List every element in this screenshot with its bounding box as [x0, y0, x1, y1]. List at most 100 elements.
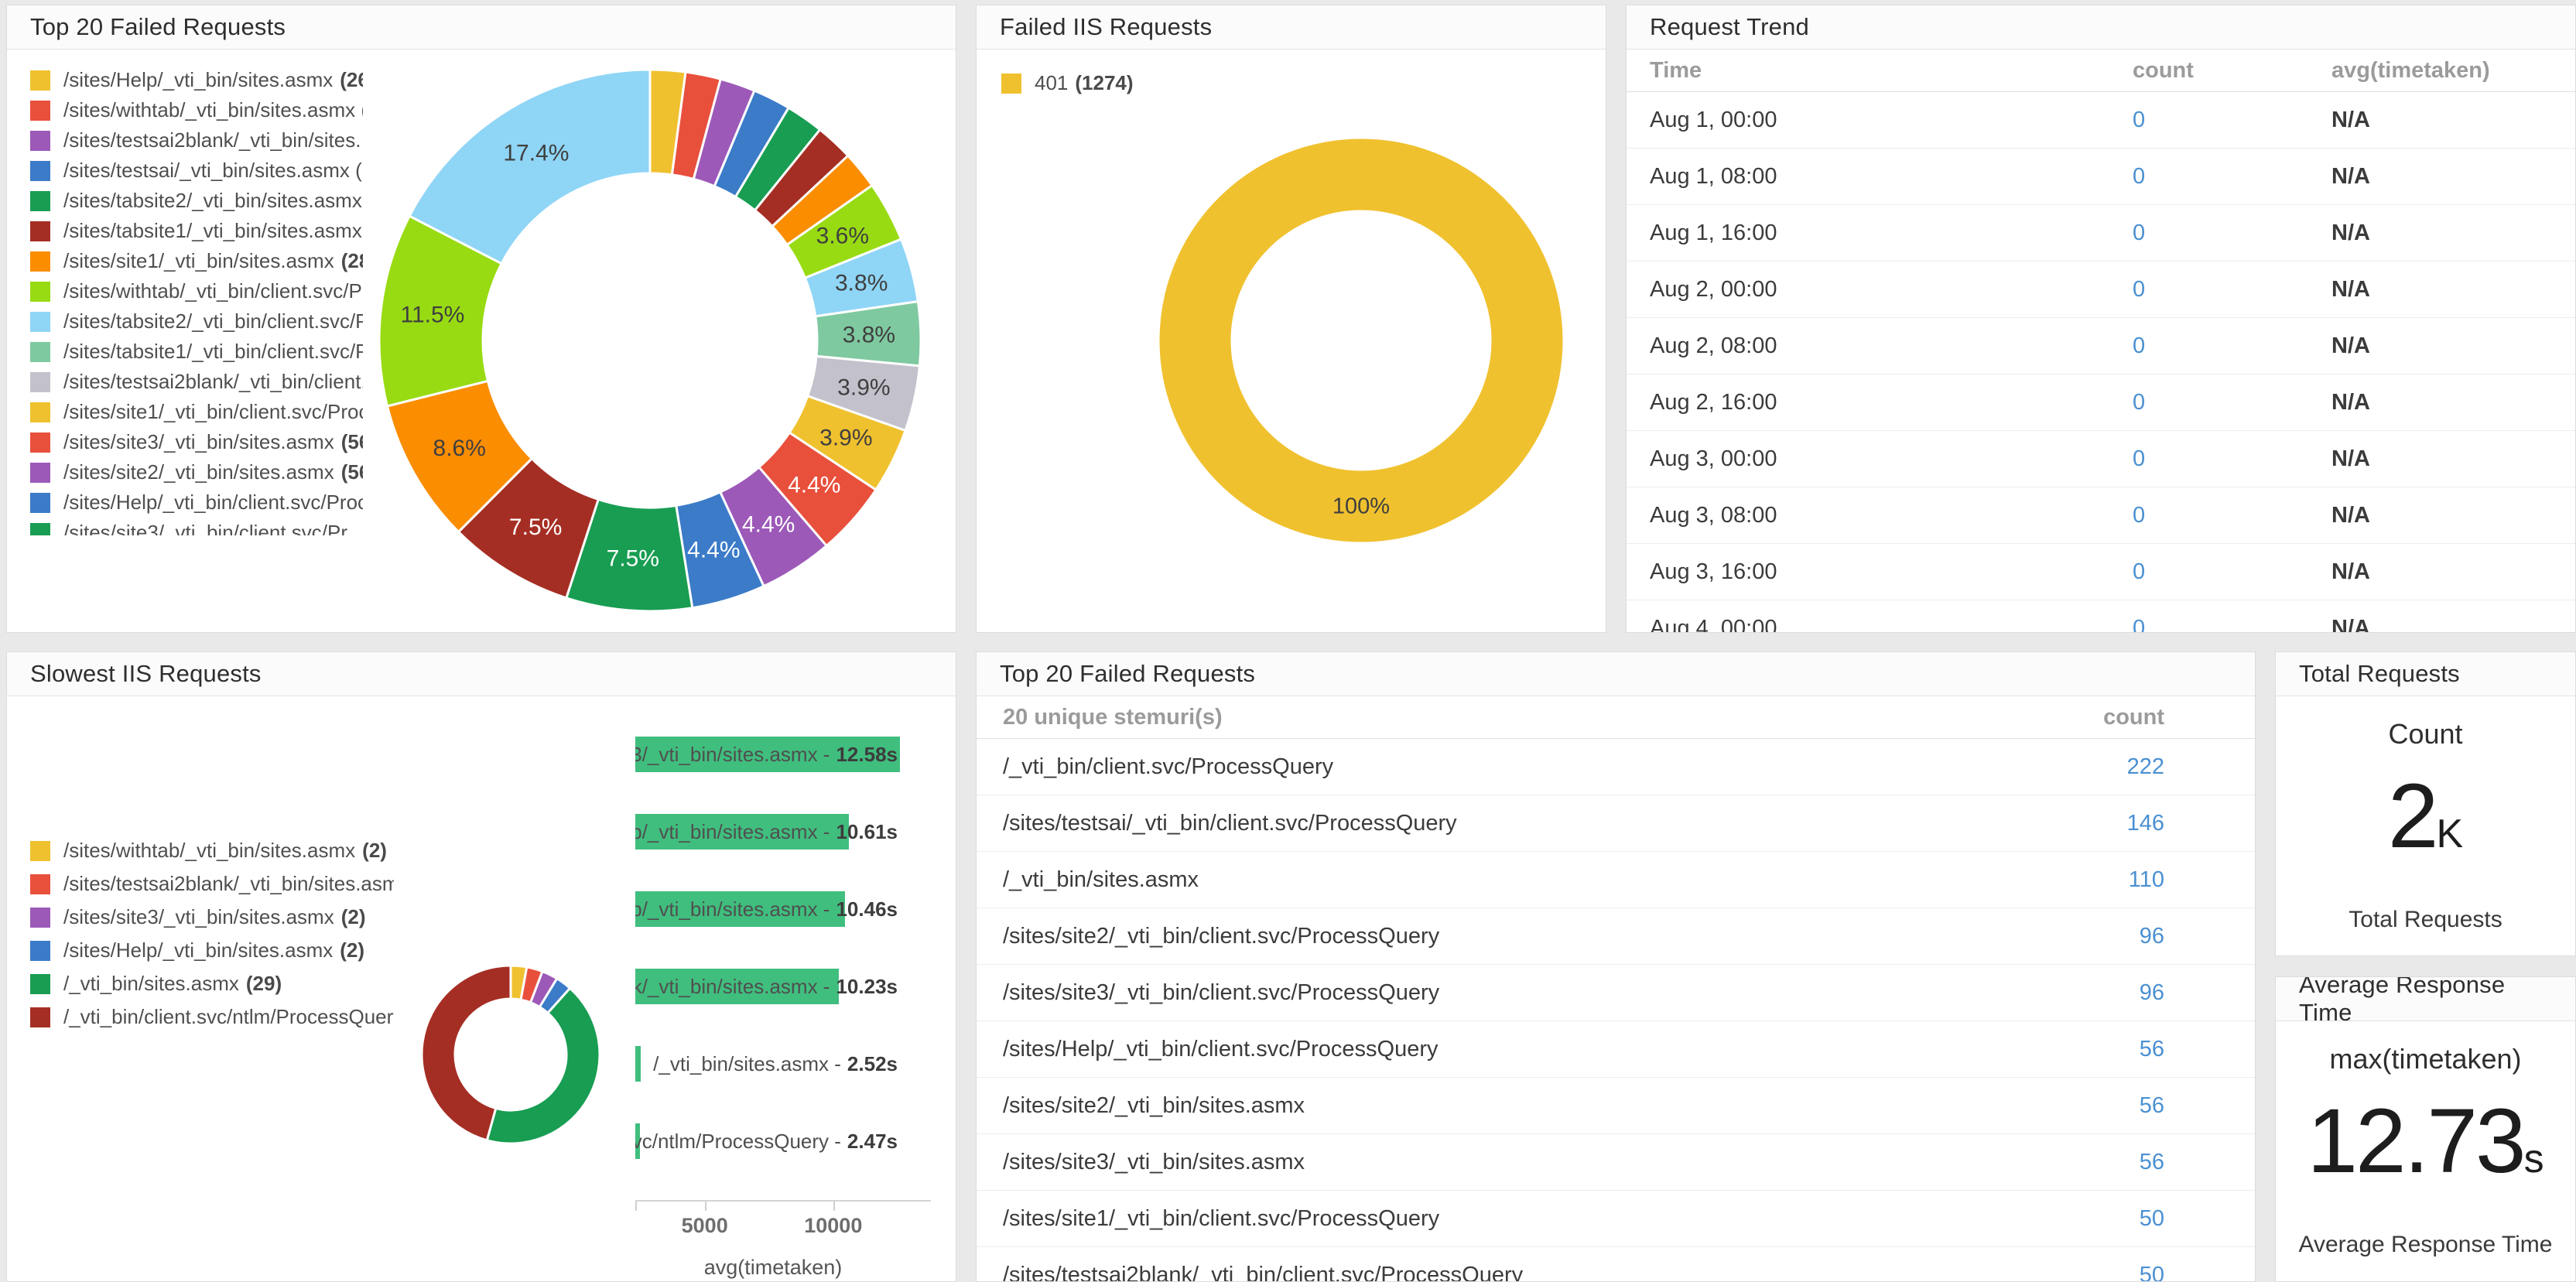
failed-table-rows: /_vti_bin/client.svc/ProcessQuery222/sit…	[977, 739, 2255, 1282]
panel-title-total-requests: Total Requests	[2276, 652, 2575, 696]
count-link[interactable]: 0	[2133, 559, 2145, 584]
legend-item: /sites/withtab/_vti_bin/client.svc/Pr…	[30, 276, 363, 306]
table-row: /sites/Help/_vti_bin/client.svc/ProcessQ…	[977, 1021, 2255, 1078]
table-row: Aug 2, 08:000N/A	[1627, 318, 2575, 374]
cell-avg: N/A	[2331, 446, 2575, 472]
count-link[interactable]: 50	[2140, 1263, 2164, 1282]
donut-slice[interactable]	[409, 70, 650, 264]
count-link[interactable]: 0	[2133, 333, 2145, 358]
cell-time: Aug 1, 00:00	[1627, 108, 2133, 133]
donut-slice-label: 3.8%	[835, 271, 888, 296]
legend-swatch	[30, 1007, 50, 1027]
cell-stemuri: /sites/site2/_vti_bin/sites.asmx	[977, 1093, 2023, 1119]
donut-slice-label: 7.5%	[607, 546, 659, 572]
bar-label: /sites/testsai2blank/_vti_bin/sites.asmx…	[635, 969, 898, 1004]
cell-time: Aug 4, 00:00	[1627, 616, 2133, 634]
metric-value: 2K	[2388, 771, 2463, 862]
legend-label: /_vti_bin/sites.asmx	[63, 972, 239, 996]
legend-item: /sites/tabsite2/_vti_bin/client.svc/P…	[30, 306, 363, 337]
count-link[interactable]: 56	[2140, 1037, 2164, 1061]
legend-swatch	[30, 974, 50, 994]
legend-item: /sites/site3/_vti_bin/sites.asmx(56)	[30, 427, 363, 457]
count-link[interactable]: 110	[2129, 867, 2164, 892]
legend-item: /sites/testsai2blank/_vti_bin/client.…	[30, 367, 363, 397]
legend-label: /sites/tabsite1/_vti_bin/client.svc/P…	[63, 340, 363, 364]
cell-time: Aug 3, 08:00	[1627, 503, 2133, 528]
legend-swatch	[1001, 74, 1021, 94]
legend-label: /sites/tabsite1/_vti_bin/sites.asmx …	[63, 219, 363, 243]
failed-table-header-row: 20 unique stemuri(s) count	[977, 696, 2255, 739]
legend-count: (56)	[341, 460, 363, 484]
donut-slice-label: 3.9%	[837, 374, 890, 400]
page-title: Top 20 Failed Requests	[1000, 660, 1255, 688]
bar-label: /sites/withtab/_vti_bin/sites.asmx -10.6…	[635, 814, 898, 850]
page-title: Slowest IIS Requests	[30, 660, 262, 688]
top-failed-legend: /sites/Help/_vti_bin/sites.asmx(26)/site…	[30, 65, 363, 535]
donut-slice-label: 100%	[1332, 494, 1390, 519]
cell-time: Aug 2, 00:00	[1627, 277, 2133, 303]
count-link[interactable]: 0	[2133, 446, 2145, 471]
legend-item: /sites/site1/_vti_bin/sites.asmx (28)	[30, 246, 363, 276]
count-link[interactable]: 0	[2133, 616, 2145, 634]
x-axis-line	[635, 1200, 931, 1202]
table-row: Aug 4, 00:000 N/A	[1627, 600, 2575, 633]
axis-tick	[705, 1202, 706, 1211]
count-link[interactable]: 146	[2127, 811, 2164, 836]
column-header-count: count	[2133, 58, 2331, 84]
count-link[interactable]: 0	[2133, 164, 2145, 189]
count-link[interactable]: 0	[2133, 108, 2145, 132]
table-row: Aug 3, 08:000 N/A	[1627, 487, 2575, 544]
donut-slice-label: 4.4%	[742, 511, 795, 537]
count-link[interactable]: 56	[2140, 1150, 2164, 1174]
panel-failed-iis: Failed IIS Requests 401(1274) 100%	[976, 5, 1606, 633]
column-header-stemuri: 20 unique stemuri(s)	[977, 705, 2023, 730]
metric-label: max(timetaken)	[2329, 1043, 2521, 1075]
count-link[interactable]: 0	[2133, 390, 2145, 415]
request-trend-header-row: Time count avg(timetaken)	[1627, 50, 2575, 92]
cell-avg: N/A	[2331, 616, 2575, 634]
page-title: Average Response Time	[2299, 976, 2552, 1027]
legend-item: /_vti_bin/client.svc/ntlm/ProcessQuery(3…	[30, 1000, 394, 1034]
legend-label: /sites/site3/_vti_bin/sites.asmx	[63, 905, 334, 929]
panel-title-slowest-iis: Slowest IIS Requests	[7, 652, 956, 696]
donut-slice-label: 11.5%	[400, 303, 464, 328]
count-link[interactable]: 0	[2133, 277, 2145, 302]
legend-item: /sites/tabsite2/_vti_bin/sites.asmx …	[30, 186, 363, 216]
legend-swatch	[30, 372, 50, 392]
count-link[interactable]: 0	[2133, 503, 2145, 528]
cell-avg: N/A	[2331, 503, 2575, 528]
failed-iis-legend: 401(1274)	[1001, 68, 1311, 107]
legend-count: (28)	[341, 249, 363, 273]
count-link[interactable]: 96	[2140, 924, 2164, 949]
count-link[interactable]: 0	[2133, 221, 2145, 245]
count-link[interactable]: 50	[2140, 1206, 2164, 1231]
top-failed-donut-chart: 3.6%3.8%3.8%3.9%3.9%4.4%4.4%4.4%7.5%7.5%…	[376, 67, 924, 618]
count-link[interactable]: 96	[2140, 980, 2164, 1005]
axis-tick-label: 5000	[682, 1214, 728, 1238]
metric-value: 12.73s	[2307, 1096, 2544, 1187]
page-title: Failed IIS Requests	[1000, 13, 1212, 41]
count-link[interactable]: 56	[2140, 1093, 2164, 1118]
page-title: Request Trend	[1650, 13, 1809, 41]
count-link[interactable]: 222	[2127, 754, 2164, 779]
table-row: Aug 1, 16:000N/A	[1627, 205, 2575, 262]
request-trend-rows: Aug 1, 00:000N/AAug 1, 08:000N/AAug 1, 1…	[1627, 92, 2575, 633]
donut-slice[interactable]	[1158, 138, 1564, 543]
axis-tick-label: 10000	[804, 1214, 862, 1238]
table-row: /_vti_bin/sites.asmx110	[977, 852, 2255, 908]
legend-item: /sites/tabsite1/_vti_bin/client.svc/P…	[30, 337, 363, 367]
legend-swatch	[30, 312, 50, 332]
legend-label: /sites/Help/_vti_bin/sites.asmx	[63, 938, 333, 962]
cell-avg: N/A	[2331, 559, 2575, 585]
legend-item: /sites/site3/_vti_bin/client.svc/Pr…	[30, 518, 363, 535]
bar[interactable]	[635, 1046, 641, 1082]
donut-slice[interactable]	[487, 988, 600, 1144]
panel-avg-response: Average Response Time max(timetaken) 12.…	[2275, 976, 2576, 1282]
legend-label: /sites/site1/_vti_bin/sites.asmx	[63, 249, 334, 273]
cell-time: Aug 1, 08:00	[1627, 164, 2133, 190]
slowest-legend: /sites/withtab/_vti_bin/sites.asmx(2)/si…	[30, 834, 394, 1043]
table-row: Aug 3, 00:000N/A	[1627, 431, 2575, 487]
table-row: /_vti_bin/client.svc/ProcessQuery222	[977, 739, 2255, 795]
metric-label: Count	[2388, 718, 2462, 750]
legend-count: (26)	[340, 68, 363, 92]
